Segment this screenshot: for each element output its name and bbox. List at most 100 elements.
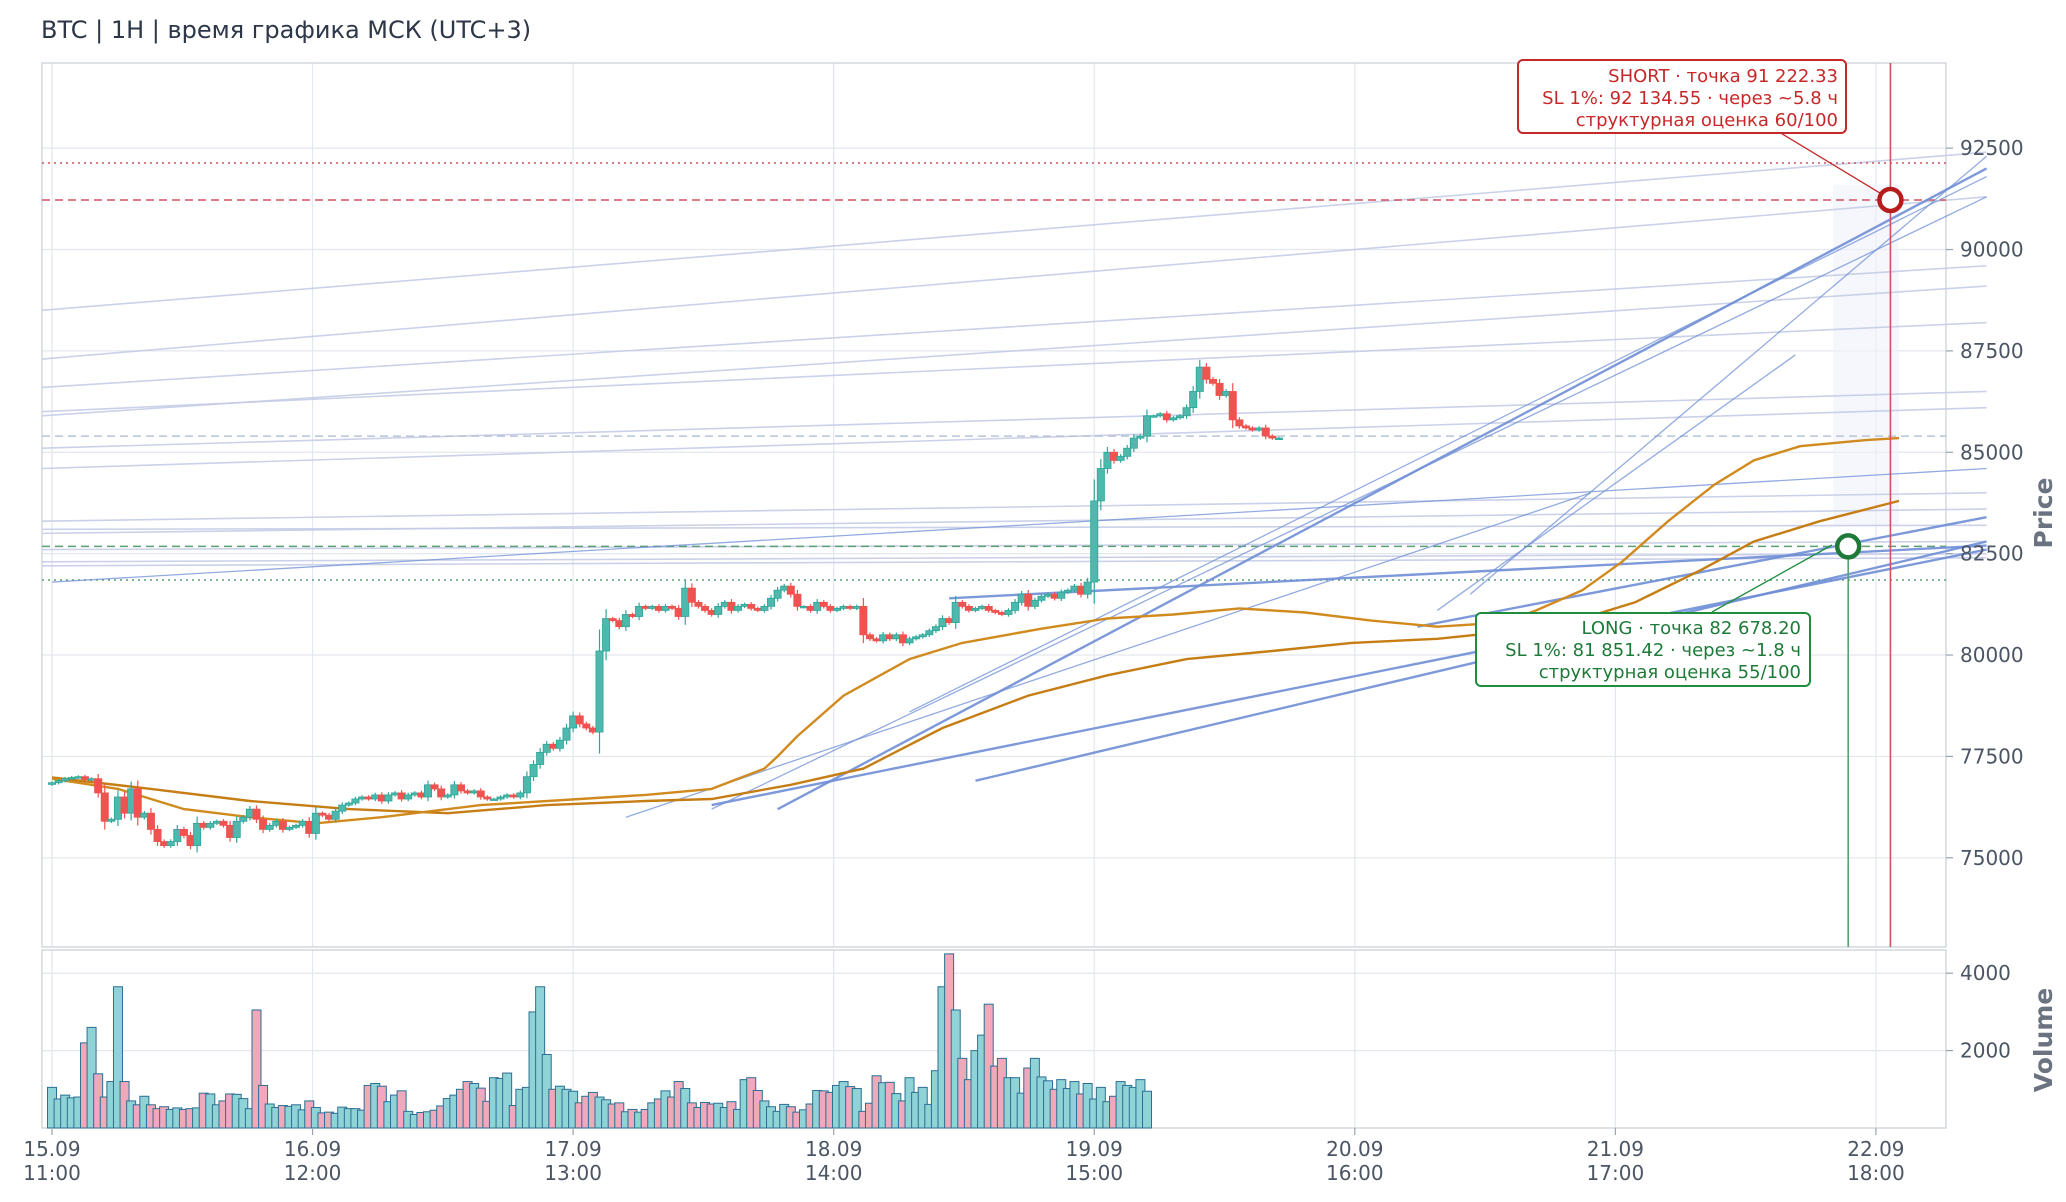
candle-bull [971, 608, 980, 611]
level-line [41, 196, 1987, 360]
candle-bear [1110, 451, 1119, 461]
candle-bear [997, 612, 1006, 615]
candle-bull [1136, 435, 1145, 439]
candle-bull [371, 794, 380, 800]
candle-bull [311, 812, 320, 834]
candle-bull [529, 764, 538, 778]
candle-bull [74, 776, 83, 779]
candle-bull [569, 715, 578, 729]
price-tick-label: 77500 [1960, 744, 2024, 768]
candle-bear [100, 792, 109, 822]
candle-bear [1268, 435, 1277, 439]
candle-bear [377, 794, 386, 802]
candle-bull [773, 589, 782, 599]
candle-bull [173, 829, 182, 842]
short-leader-line [1773, 128, 1882, 195]
volume-bar [112, 986, 123, 1129]
candle-bear [819, 601, 828, 607]
candle-bull [740, 603, 749, 607]
candle-bull [720, 601, 729, 607]
candle-bear [1208, 378, 1217, 384]
short-annotation: SHORT · точка 91 222.33 SL 1%: 92 134.55… [1517, 59, 1904, 214]
price-tick-label: 82500 [1960, 542, 2024, 566]
candle-bear [1077, 585, 1086, 595]
time-tick-date: 20.09 [1326, 1137, 1383, 1161]
candle-bear [456, 784, 465, 792]
price-tick-label: 80000 [1960, 643, 2024, 667]
time-tick-date: 18.09 [805, 1137, 862, 1161]
candle-bull [489, 798, 498, 801]
candle-bear [483, 796, 492, 800]
level-line [41, 264, 1987, 389]
long-leader-line [1711, 544, 1833, 613]
candle-bear [826, 605, 835, 611]
candle-bull [1070, 585, 1079, 591]
price-tick-label: 85000 [1960, 440, 2024, 464]
candle-bear [865, 634, 874, 640]
short-annotation-box [1517, 59, 1847, 134]
candle-bull [1011, 601, 1020, 611]
candle-bull [470, 790, 479, 794]
candle-bull [635, 605, 644, 617]
candle-bull [839, 605, 848, 609]
candle-bull [978, 605, 987, 609]
candle-bear [199, 822, 208, 828]
long-entry-marker [1834, 533, 1862, 560]
short-annotation-line2: SL 1%: 92 134.55 · через ~5.8 ч [1542, 88, 1838, 109]
candle-bull [1175, 415, 1184, 419]
trendline-thin [51, 467, 1987, 583]
time-tick-date: 17.09 [544, 1137, 601, 1161]
candle-bull [358, 796, 367, 800]
candle-bear [133, 788, 142, 818]
price-axis-ticks: 75000 77500 80000 82500 85000 87500 90000 92500 [1946, 136, 2024, 870]
candles [48, 359, 1283, 853]
time-tick-time: 16:00 [1326, 1161, 1384, 1185]
candle-bull [1156, 413, 1165, 417]
volume-bar [396, 1090, 407, 1129]
candle-bear [1024, 593, 1033, 607]
level-line [41, 406, 1987, 470]
candle-bear [668, 605, 677, 609]
candle-bull [206, 822, 215, 828]
candle-bull [272, 820, 281, 826]
candle-bear [252, 808, 261, 820]
moving-average-fast [51, 436, 1900, 825]
candle-bull [813, 601, 822, 611]
candle-bull [1037, 595, 1046, 601]
long-annotation-box [1475, 612, 1811, 687]
candle-bear [146, 812, 155, 830]
candle-bull [61, 778, 70, 782]
candle-bear [1202, 366, 1211, 380]
price-tick-label: 87500 [1960, 339, 2024, 363]
long-annotation-line3: структурная оценка 55/100 [1539, 662, 1801, 683]
candle-bull [443, 794, 452, 798]
price-tick-label: 75000 [1960, 846, 2024, 870]
trendline-bold [711, 548, 1987, 807]
candle-bear [984, 605, 993, 611]
candle-bull [503, 794, 512, 798]
long-annotation-line1: LONG · точка 82 678.20 [1582, 618, 1802, 639]
candle-bull [48, 782, 57, 785]
candle-bull [239, 816, 248, 822]
candle-bull [391, 792, 400, 796]
candle-bear [549, 743, 558, 749]
level-line [41, 540, 1987, 551]
candle-bull [1123, 447, 1132, 457]
level-line [41, 552, 1987, 563]
candle-bear [588, 727, 597, 733]
candle-bear [120, 796, 129, 814]
candle-bear [305, 820, 314, 834]
candle-bull [714, 605, 723, 615]
candle-bear [806, 605, 815, 611]
candle-bear [615, 620, 624, 628]
volume-tick-label: 4000 [1960, 961, 2011, 985]
candle-bull [542, 743, 551, 753]
short-annotation-line1: SHORT · точка 91 222.33 [1608, 66, 1838, 87]
candle-bear [259, 818, 268, 830]
time-tick-date: 16.09 [284, 1137, 341, 1161]
candle-bear [318, 812, 327, 816]
candle-bull [536, 751, 545, 765]
candle-bull [951, 601, 960, 623]
candle-bull [113, 796, 122, 820]
